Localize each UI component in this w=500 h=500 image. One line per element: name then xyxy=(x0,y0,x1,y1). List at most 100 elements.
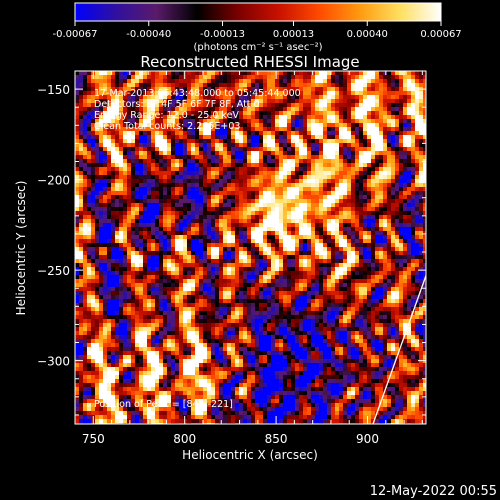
heatmap-cell xyxy=(231,279,236,284)
heatmap-cell xyxy=(255,107,260,112)
heatmap-cell xyxy=(303,107,308,112)
heatmap-cell xyxy=(303,223,308,228)
heatmap-cell xyxy=(111,91,116,96)
heatmap-cell xyxy=(139,223,144,228)
heatmap-cell xyxy=(207,231,212,236)
heatmap-cell xyxy=(143,227,148,232)
heatmap-cell xyxy=(143,135,148,140)
heatmap-cell xyxy=(163,171,168,176)
heatmap-cell xyxy=(231,231,236,236)
heatmap-cell xyxy=(143,275,148,280)
heatmap-cell xyxy=(191,287,196,292)
heatmap-cell xyxy=(159,267,164,272)
heatmap-cell xyxy=(107,243,112,248)
heatmap-cell xyxy=(227,183,232,188)
heatmap-cell xyxy=(231,91,236,96)
heatmap-cell xyxy=(387,243,392,248)
heatmap-cell xyxy=(163,255,168,260)
heatmap-cell xyxy=(343,251,348,256)
heatmap-cell xyxy=(315,255,320,260)
heatmap-cell xyxy=(187,131,192,136)
heatmap-cell xyxy=(199,207,204,212)
heatmap-cell xyxy=(295,139,300,144)
heatmap-cell xyxy=(359,139,364,144)
heatmap-cell xyxy=(195,115,200,120)
heatmap-cell xyxy=(183,231,188,236)
heatmap-cell xyxy=(359,223,364,228)
heatmap-cell xyxy=(271,223,276,228)
heatmap-cell xyxy=(299,79,304,84)
heatmap-cell xyxy=(351,267,356,272)
heatmap-cell xyxy=(139,279,144,284)
heatmap-cell xyxy=(139,103,144,108)
heatmap-cell xyxy=(343,155,348,160)
heatmap-cell xyxy=(363,239,368,244)
heatmap-cell xyxy=(355,171,360,176)
heatmap-cell xyxy=(303,255,308,260)
heatmap-cell xyxy=(243,75,248,80)
heatmap-cell xyxy=(335,263,340,268)
heatmap-cell xyxy=(235,115,240,120)
heatmap-cell xyxy=(359,75,364,80)
heatmap-cell xyxy=(383,87,388,92)
heatmap-cell xyxy=(407,235,412,240)
heatmap-cell xyxy=(207,143,212,148)
heatmap-cell xyxy=(259,135,264,140)
heatmap-cell xyxy=(339,123,344,128)
heatmap-cell xyxy=(275,79,280,84)
heatmap-cell xyxy=(147,127,152,132)
heatmap-cell xyxy=(119,131,124,136)
heatmap-cell xyxy=(147,167,152,172)
heatmap-cell xyxy=(155,131,160,136)
heatmap-cell xyxy=(411,107,416,112)
heatmap-cell xyxy=(291,107,296,112)
heatmap-cell xyxy=(271,79,276,84)
heatmap-cell xyxy=(295,71,300,76)
heatmap-cell xyxy=(187,215,192,220)
heatmap-cell xyxy=(195,279,200,284)
heatmap-cell xyxy=(311,87,316,92)
heatmap-cell xyxy=(175,163,180,168)
heatmap-cell xyxy=(387,279,392,284)
heatmap-cell xyxy=(183,91,188,96)
heatmap-cell xyxy=(83,131,88,136)
heatmap-cell xyxy=(127,199,132,204)
heatmap-cell xyxy=(267,135,272,140)
heatmap-cell xyxy=(239,71,244,76)
heatmap-cell xyxy=(151,291,156,296)
heatmap-cell xyxy=(419,251,424,256)
heatmap-cell xyxy=(307,231,312,236)
heatmap-cell xyxy=(347,135,352,140)
heatmap-cell xyxy=(311,167,316,172)
heatmap-cell xyxy=(83,191,88,196)
heatmap-cell xyxy=(291,275,296,280)
heatmap-cell xyxy=(295,287,300,292)
heatmap-cell xyxy=(195,71,200,76)
heatmap-cell xyxy=(403,239,408,244)
heatmap-cell xyxy=(339,111,344,116)
heatmap-cell xyxy=(195,271,200,276)
heatmap-cell xyxy=(383,171,388,176)
heatmap-cell xyxy=(275,207,280,212)
heatmap-cell xyxy=(191,107,196,112)
heatmap-cell xyxy=(239,195,244,200)
heatmap-cell xyxy=(227,279,232,284)
heatmap-cell xyxy=(235,87,240,92)
heatmap-cell xyxy=(107,227,112,232)
heatmap-cell xyxy=(355,107,360,112)
heatmap-cell xyxy=(295,103,300,108)
heatmap-cell xyxy=(287,207,292,212)
heatmap-cell xyxy=(131,159,136,164)
heatmap-cell xyxy=(227,227,232,232)
heatmap-cell xyxy=(167,239,172,244)
heatmap-cell xyxy=(275,83,280,88)
heatmap-cell xyxy=(379,135,384,140)
heatmap-cell xyxy=(223,287,228,292)
heatmap-cell xyxy=(419,79,424,84)
heatmap-cell xyxy=(391,95,396,100)
heatmap-cell xyxy=(111,175,116,180)
heatmap-cell xyxy=(139,291,144,296)
heatmap-cell xyxy=(187,243,192,248)
heatmap-cell xyxy=(339,179,344,184)
heatmap-cell xyxy=(419,99,424,104)
